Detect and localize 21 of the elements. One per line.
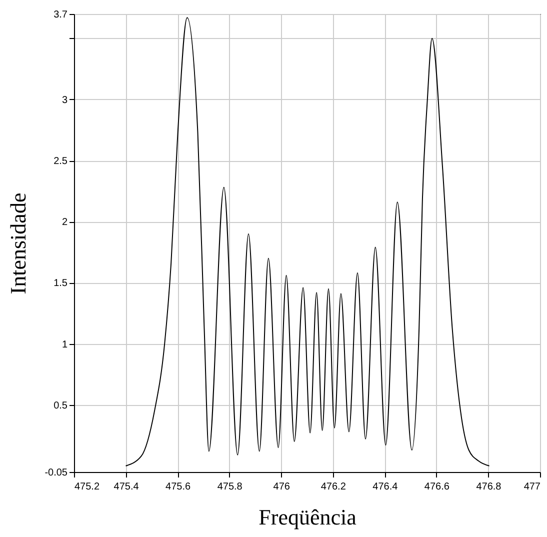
y-tick-label: 2.5 (54, 156, 68, 168)
x-tick-label: 476.4 (372, 482, 398, 492)
x-tick-label: 475.4 (114, 482, 140, 492)
y-tick-label: 1.5 (54, 278, 68, 290)
y-tick-label: 2 (62, 217, 68, 228)
x-axis-title: Freqüência (258, 504, 357, 530)
y-tick-label: 0.5 (54, 400, 68, 412)
x-tick-label: 476 (273, 482, 290, 492)
x-tick-label: 475.2 (74, 482, 100, 492)
x-tick-label: 475.8 (217, 482, 243, 492)
x-tick-label: 476.6 (424, 482, 450, 492)
x-tick-label: 476.2 (320, 482, 346, 492)
y-axis-title: Intensidade (6, 192, 31, 294)
line-series (125, 17, 490, 466)
y-tick-label: 3.7 (54, 10, 68, 20)
x-tick-label: 475.6 (166, 482, 192, 492)
x-tick-label: 477 (524, 482, 541, 492)
y-tick-label: 3 (62, 94, 68, 106)
y-tick-label: 1 (62, 339, 68, 350)
y-tick-label: -0.05 (44, 468, 68, 478)
x-tick-label: 476.8 (476, 482, 502, 492)
